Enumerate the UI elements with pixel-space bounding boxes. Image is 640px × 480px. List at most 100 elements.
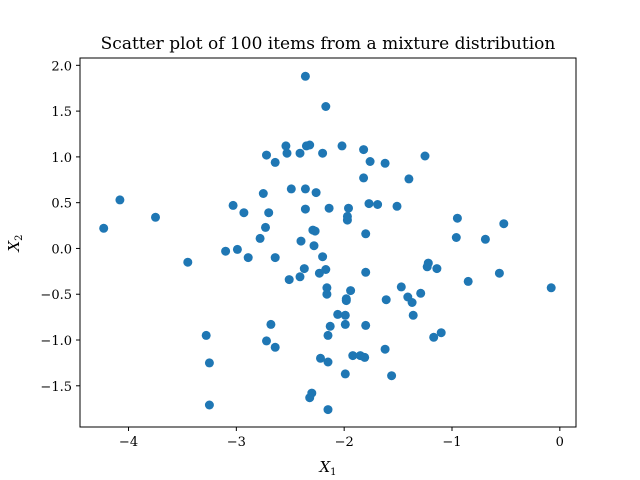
data-point-0: [300, 71, 310, 81]
data-point-17: [262, 150, 271, 160]
data-point-79: [387, 371, 397, 381]
data-point-41: [318, 252, 328, 262]
y-tick-label: −1.0: [40, 334, 72, 349]
data-point-54: [337, 141, 347, 151]
chart-title: Scatter plot of 100 items from a mixture…: [101, 34, 556, 54]
data-point-28: [295, 148, 305, 158]
data-point-21: [270, 342, 280, 352]
data-point-44: [322, 283, 332, 293]
data-point-75: [373, 200, 383, 209]
y-tick-label: 1.5: [51, 105, 72, 120]
x-tick-label: 0: [556, 435, 564, 450]
data-point-71: [359, 173, 369, 183]
data-point-52: [305, 393, 315, 403]
data-point-42: [318, 148, 328, 158]
data-point-16: [261, 222, 270, 232]
data-point-70: [344, 203, 353, 213]
data-point-60: [340, 369, 350, 379]
data-point-59: [341, 294, 351, 304]
data-point-4: [151, 212, 160, 222]
data-point-95: [463, 276, 473, 286]
data-point-61: [346, 286, 356, 296]
data-point-23: [270, 253, 280, 263]
data-point-96: [480, 234, 490, 244]
data-point-33: [300, 184, 310, 194]
data-point-18: [264, 208, 274, 218]
x-axis-label-subscript: 1: [330, 467, 336, 478]
data-point-50: [316, 353, 325, 363]
data-point-2: [99, 223, 109, 233]
y-tick-label: 0.0: [51, 242, 72, 257]
data-point-8: [204, 400, 214, 410]
data-point-57: [340, 319, 350, 329]
data-point-24: [281, 141, 291, 151]
data-point-27: [286, 184, 296, 194]
data-point-1: [321, 102, 331, 111]
data-point-78: [380, 344, 390, 354]
data-point-13: [243, 253, 253, 263]
data-point-29: [296, 236, 306, 246]
data-point-86: [416, 288, 426, 298]
data-point-32: [300, 204, 310, 214]
y-tick-label: 1.0: [51, 151, 72, 166]
data-point-14: [255, 233, 265, 243]
data-point-64: [360, 352, 370, 362]
data-point-30: [295, 272, 305, 282]
data-point-20: [262, 336, 271, 346]
data-point-19: [266, 319, 276, 329]
data-point-53: [323, 405, 333, 415]
data-point-65: [361, 320, 371, 330]
points-layer: [99, 71, 556, 415]
data-point-25: [282, 148, 292, 158]
y-axis-label-main: X: [5, 240, 23, 253]
x-tick-label: −3: [227, 435, 246, 450]
data-point-5: [183, 257, 193, 267]
data-point-35: [305, 140, 315, 150]
data-point-72: [359, 145, 369, 155]
y-axis-ticks: −1.5 −1.0 −0.5 0.0 0.5 1.0 1.5 2.0: [40, 59, 80, 395]
data-point-22: [270, 157, 280, 167]
data-point-89: [423, 258, 433, 268]
data-point-56: [340, 310, 350, 320]
x-axis-label: X1: [318, 458, 336, 478]
data-point-84: [407, 298, 417, 307]
x-axis-ticks: −4 −3 −2 −1 0: [119, 427, 564, 450]
data-point-45: [322, 289, 332, 299]
data-point-37: [310, 226, 320, 236]
data-point-47: [323, 330, 333, 340]
data-point-77: [381, 295, 391, 305]
data-point-94: [452, 213, 462, 223]
data-point-12: [239, 208, 249, 218]
data-point-26: [284, 275, 294, 285]
data-point-9: [221, 246, 231, 256]
data-point-80: [392, 201, 402, 211]
y-tick-label: 2.0: [51, 59, 72, 74]
data-point-97: [494, 268, 504, 278]
data-point-81: [396, 282, 406, 292]
data-point-93: [451, 233, 461, 242]
data-point-66: [361, 267, 371, 277]
data-point-38: [309, 241, 319, 251]
data-point-11: [232, 244, 242, 254]
y-axis-label-subscript: 2: [14, 234, 25, 240]
data-point-99: [546, 283, 556, 293]
plot-frame: [79, 57, 577, 428]
data-point-6: [201, 330, 211, 340]
data-point-31: [299, 264, 309, 274]
x-tick-label: −1: [442, 435, 461, 450]
x-tick-label: −4: [119, 435, 138, 450]
y-tick-label: −1.5: [40, 380, 72, 395]
data-point-48: [325, 321, 335, 331]
data-point-91: [432, 264, 442, 274]
data-point-55: [333, 309, 343, 319]
data-point-67: [361, 229, 371, 239]
data-point-74: [364, 199, 374, 209]
y-tick-label: 0.5: [51, 197, 72, 212]
data-point-85: [408, 310, 418, 320]
y-axis-label: X2: [5, 234, 25, 252]
data-point-10: [228, 200, 238, 210]
data-point-98: [499, 219, 509, 229]
data-point-39: [311, 188, 321, 198]
data-point-76: [380, 158, 390, 168]
